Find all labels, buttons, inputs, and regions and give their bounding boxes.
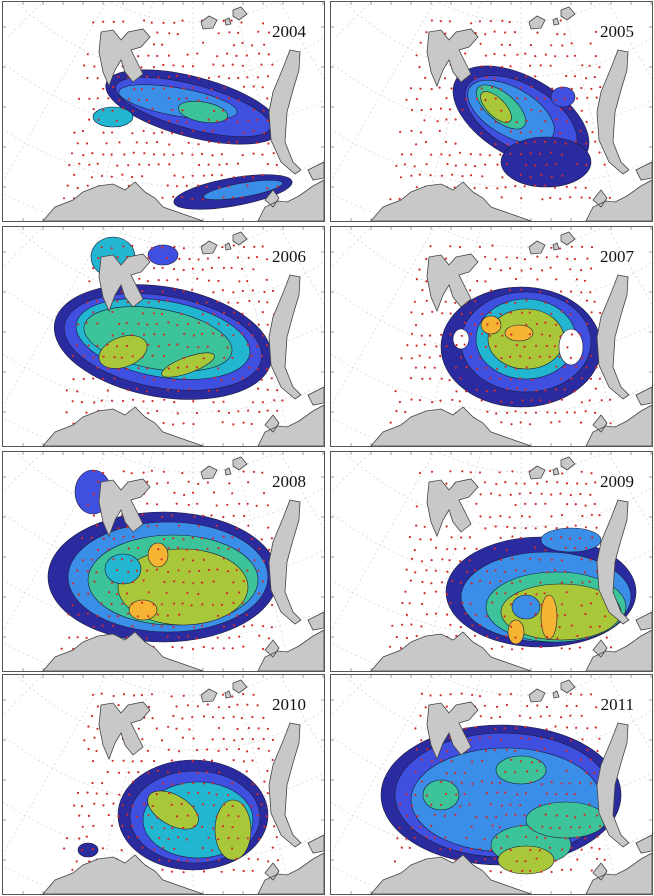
year-label: 2006 — [272, 247, 306, 266]
year-label: 2005 — [600, 22, 634, 41]
contour-map — [3, 227, 324, 446]
map-panel-2005: 2005 — [330, 1, 653, 222]
map-panel-2008: 2008 — [2, 451, 325, 672]
map-panel-2010: 2010 — [2, 674, 325, 895]
contour-map — [3, 2, 324, 221]
map-panel-2007: 2007 — [330, 226, 653, 447]
year-label: 2009 — [600, 472, 634, 491]
contour-map — [331, 675, 652, 894]
contour-map — [331, 2, 652, 221]
map-panel-2004: 2004 — [2, 1, 325, 222]
map-panel-2011: 2011 — [330, 674, 653, 895]
year-label: 2004 — [272, 22, 306, 41]
contour-map — [331, 227, 652, 446]
year-label: 2008 — [272, 472, 306, 491]
contour-map — [331, 452, 652, 671]
year-label: 2011 — [600, 695, 634, 714]
map-panel-2006: 2006 — [2, 226, 325, 447]
contour-map — [3, 452, 324, 671]
year-label: 2007 — [600, 247, 634, 266]
year-label: 2010 — [272, 695, 306, 714]
map-panel-2009: 2009 — [330, 451, 653, 672]
contour-map — [3, 675, 324, 894]
